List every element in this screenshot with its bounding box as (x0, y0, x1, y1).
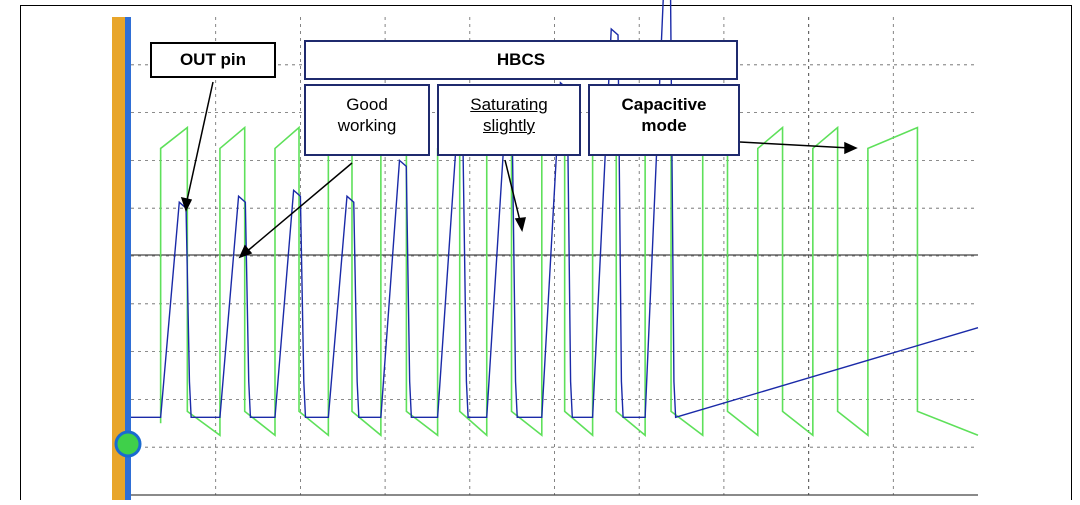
channel-ground-marker (114, 430, 142, 458)
label-saturating-slightly: Saturating slightly (437, 84, 581, 156)
scope-traces (131, 0, 979, 438)
label-out-pin: OUT pin (150, 42, 276, 78)
saturating-line2: slightly (483, 116, 535, 135)
scope-left-bar (112, 17, 126, 500)
saturating-line1: Saturating (470, 95, 548, 114)
label-good-working: Good working (304, 84, 430, 156)
good-working-line2: working (337, 116, 397, 135)
label-capacitive-mode: Capacitive mode (588, 84, 740, 156)
capacitive-line2: mode (641, 116, 687, 135)
series-hbcs-line (131, 0, 979, 419)
arrow-good-working (244, 162, 353, 254)
scope-left-bar-edge (125, 17, 131, 500)
arrow-saturating (504, 159, 522, 226)
series-out-pin-line (159, 125, 979, 438)
arrow-out-pin (185, 81, 214, 206)
label-hbcs: HBCS (304, 40, 738, 80)
good-working-line1: Good (346, 95, 388, 114)
arrow-capacitive (739, 141, 851, 149)
figure-frame (20, 5, 1072, 500)
capacitive-line1: Capacitive (621, 95, 707, 114)
annotation-arrows (180, 81, 858, 259)
